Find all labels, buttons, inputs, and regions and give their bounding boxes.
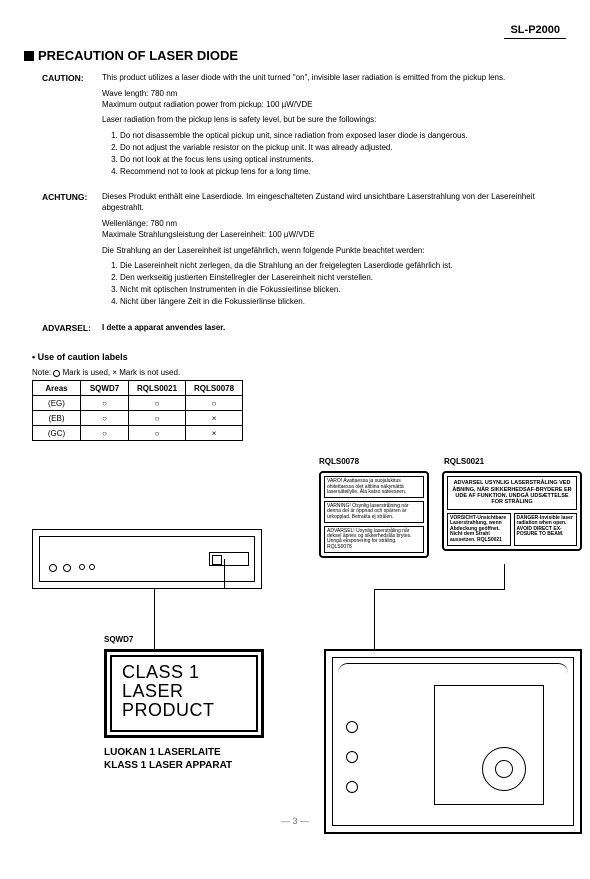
sqwd7-tag: SQWD7 [104,635,133,644]
th-areas: Areas [33,381,81,396]
lbl021-right: DANGER-Invisible laser radiation when op… [514,513,578,547]
cell: ○ [129,411,186,426]
lbl078-b1: VARO! Avattaessa ja suojalukitus ohitett… [324,476,424,498]
square-bullet-icon [24,51,34,61]
cell: ○ [129,426,186,441]
advarsel-body: I dette a apparat anvendes laser. [102,323,566,339]
cell: ○ [81,426,129,441]
advarsel-label: ADVARSEL: [24,323,102,339]
advarsel-text: I dette a apparat anvendes laser. [102,323,566,334]
page-number: — 3 — [0,816,590,826]
caution-body: This product utilizes a laser diode with… [102,73,566,182]
achtung-li1: Die Lasereinheit nicht zerlegen, da die … [120,261,566,272]
cell: (EB) [33,411,81,426]
table-note-mid: Mark is used, × Mark is not used. [60,368,180,377]
class1-line2: LASER PRODUCT [122,682,246,720]
lbl021-top: ADVARSEL USYNLIG LASERSTRÅLING VED ÅBNIN… [447,476,577,509]
table-note-prefix: Note: [32,368,53,377]
section-title: PRECAUTION OF LASER DIODE [24,48,566,63]
cell: × [186,411,243,426]
caution-label: CAUTION: [24,73,102,182]
cell: (GC) [33,426,81,441]
achtung-p4: Die Strahlung an der Lasereinheit ist un… [102,246,566,257]
caution-p3: Maximum output radiation power from pick… [102,100,566,111]
th-rqls0078: RQLS0078 [186,381,243,396]
table-note: Note: Mark is used, × Mark is not used. [32,368,566,377]
caution-li2: Do not adjust the variable resistor on t… [120,143,566,154]
labels-heading: Use of caution labels [32,352,566,362]
section-title-text: PRECAUTION OF LASER DIODE [38,48,238,63]
lbl078-b3: ADVARSEL! Usynlig laserstråling når deks… [324,526,424,553]
rqls0078-label: VARO! Avattaessa ja suojalukitus ohitett… [319,471,429,558]
lbl021-left: VORSICHT-Unsichtbare Laserstrahlung, wen… [447,513,511,547]
cell: ○ [81,411,129,426]
achtung-list: Die Lasereinheit nicht zerlegen, da die … [102,261,566,307]
caution-p2: Wave length: 780 nm [102,89,566,100]
rqls0021-tag: RQLS0021 [444,457,484,466]
achtung-p1: Dieses Produkt enthält eine Laserdiode. … [102,192,566,214]
achtung-body: Dieses Produkt enthält eine Laserdiode. … [102,192,566,312]
class1-line1: CLASS 1 [122,663,246,682]
caution-p1: This product utilizes a laser diode with… [102,73,566,84]
caution-li1: Do not disassemble the optical pickup un… [120,131,566,142]
class1-label-block: CLASS 1 LASER PRODUCT LUOKAN 1 LASERLAIT… [104,649,264,772]
diagram-area: SQWD7 CLASS 1 LASER PRODUCT LUOKAN 1 LAS… [24,449,566,879]
achtung-li2: Den werkseitig justierten Einstellregler… [120,273,566,284]
cell: ○ [129,396,186,411]
achtung-p2: Wellenlänge: 780 nm [102,219,566,230]
class1-sub1: LUOKAN 1 LASERLAITE [104,746,264,759]
th-rqls0021: RQLS0021 [129,381,186,396]
cell: (EG) [33,396,81,411]
cell: ○ [186,396,243,411]
achtung-li4: Nicht über längere Zeit in die Fokussier… [120,297,566,308]
cell: × [186,426,243,441]
model-number: SL-P2000 [504,22,566,39]
cell: ○ [81,396,129,411]
caution-label-table: Areas SQWD7 RQLS0021 RQLS0078 (EG) ○ ○ ○… [32,380,243,441]
caution-p4: Laser radiation from the pickup lens is … [102,115,566,126]
achtung-label: ACHTUNG: [24,192,102,312]
chassis-diagram [324,649,582,834]
th-sqwd7: SQWD7 [81,381,129,396]
rqls0021-label: ADVARSEL USYNLIG LASERSTRÅLING VED ÅBNIN… [442,471,582,551]
caution-list: Do not disassemble the optical pickup un… [102,131,566,177]
class1-sub2: KLASS 1 LASER APPARAT [104,759,264,772]
caution-li3: Do not look at the focus lens using opti… [120,155,566,166]
rqls0078-tag: RQLS0078 [319,457,359,466]
achtung-li3: Nicht mit optischen Instrumenten in die … [120,285,566,296]
achtung-p3: Maximale Strahlungsleistung der Laserein… [102,230,566,241]
caution-li4: Recommend not to look at pickup lens for… [120,167,566,178]
lbl078-b2: VARNING! Osynlig laserstrålning när denn… [324,501,424,523]
rear-panel-diagram [32,529,262,589]
